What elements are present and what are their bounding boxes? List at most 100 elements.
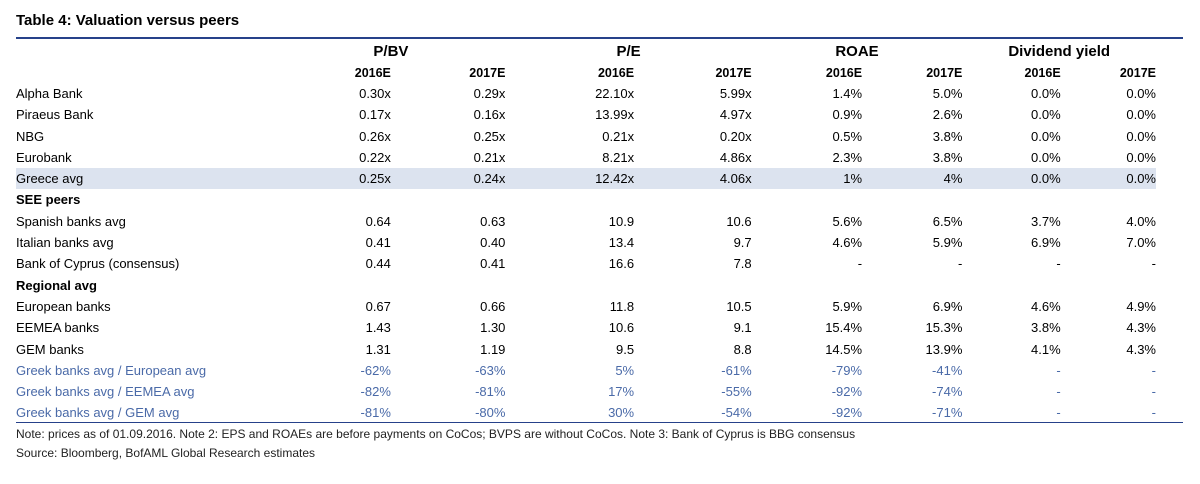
cell-value: 10.6: [726, 213, 752, 229]
cell-value: 13.4: [608, 235, 635, 251]
cell-value: -: [1151, 384, 1156, 400]
header-spacer: [16, 63, 276, 83]
cell-value: -: [1151, 405, 1156, 421]
cell-value: 5.6%: [832, 213, 863, 229]
cell-value: 9.7: [733, 235, 752, 251]
cell-value: 17%: [608, 384, 635, 400]
table-row: Bank of Cyprus (consensus) 0.44 0.41 16.6 7.…: [16, 253, 1156, 274]
table-row: Eurobank 0.22x 0.21x 8.21x 4.86x 2.3% 3.8% 0.0%…: [16, 147, 1156, 168]
cell-value: 5.99x: [719, 86, 752, 101]
cell-value: 0.44: [365, 256, 391, 272]
cell-value: 0.25x: [276, 168, 391, 190]
cell-value: 0.29x: [473, 86, 506, 101]
cell-value: 0.0%: [1060, 168, 1156, 190]
cell-value: 9.5: [616, 341, 635, 357]
cell-value: 0.0%: [1031, 86, 1061, 101]
cell-value: 30%: [608, 405, 635, 421]
cell-value: 0.25x: [473, 128, 506, 144]
cell-value: 0.5%: [832, 128, 863, 144]
title-rule: [16, 37, 1183, 39]
cell-value: -80%: [475, 405, 506, 421]
cell-value: 4.3%: [1126, 341, 1156, 357]
cell-value: 1.31: [365, 341, 391, 357]
cell-value: 4.97x: [719, 107, 752, 123]
valuation-table: P/BV P/E ROAE Dividend yield 2016E 2017E…: [16, 41, 1156, 424]
cell-value: -: [1151, 362, 1156, 378]
cell-value: 4.3%: [1126, 320, 1156, 336]
cell-value: -55%: [721, 384, 752, 400]
row-label: European banks: [16, 298, 111, 314]
cell-value: -81%: [360, 405, 391, 421]
year-header: 2017E: [926, 66, 963, 80]
cell-value: -: [857, 256, 863, 272]
cell-value: 0.40: [480, 235, 506, 251]
cell-value: 9.1: [733, 320, 752, 336]
row-label: EEMEA banks: [16, 320, 100, 336]
row-label: GEM banks: [16, 341, 84, 357]
cell-value: [634, 275, 752, 296]
cell-value: 4.6%: [1031, 298, 1061, 314]
cell-value: 6.9%: [1031, 235, 1061, 251]
cell-value: 8.21x: [602, 149, 635, 165]
cell-value: 0.0%: [1031, 128, 1061, 144]
cell-value: 2.6%: [932, 107, 963, 123]
cell-value: 2.3%: [832, 149, 863, 165]
row-label: SEE peers: [16, 192, 81, 208]
cell-value: -: [1056, 384, 1061, 400]
cell-value: 1%: [751, 168, 863, 190]
row-label: Piraeus Bank: [16, 107, 94, 123]
group-pe: P/E: [616, 43, 641, 60]
cell-value: 8.8: [733, 341, 752, 357]
table-row: EEMEA banks 1.43 1.30 10.6 9.1 15.4% 15.3% 3.8%…: [16, 317, 1156, 338]
cell-value: 7.8: [733, 256, 752, 272]
cell-value: 16.6: [608, 256, 635, 272]
cell-value: [391, 275, 506, 296]
cell-value: 10.9: [608, 213, 635, 229]
row-label: Bank of Cyprus (consensus): [16, 256, 180, 272]
cell-value: [962, 189, 1060, 210]
cell-value: 4.1%: [1031, 341, 1061, 357]
cell-value: 13.99x: [595, 107, 635, 123]
cell-value: [962, 275, 1060, 296]
row-label: Greece avg: [16, 168, 277, 190]
row-label: Italian banks avg: [16, 235, 114, 251]
table-row: NBG 0.26x 0.25x 0.21x 0.20x 0.5% 3.8% 0.0% 0.0%: [16, 126, 1156, 147]
cell-value: [752, 275, 862, 296]
cell-value: 4%: [862, 168, 963, 190]
cell-value: 0.66: [480, 298, 506, 314]
cell-value: -63%: [475, 362, 506, 378]
cell-value: 4.6%: [832, 235, 863, 251]
cell-value: -: [1056, 362, 1061, 378]
table-row: Greece avg 0.25x 0.24x 12.42x 4.06x 1% 4% 0.0% 0…: [16, 168, 1156, 190]
cell-value: 3.7%: [1031, 213, 1061, 229]
table-body: Alpha Bank 0.30x 0.29x 22.10x 5.99x 1.4% 5.0% 0…: [16, 83, 1156, 424]
cell-value: -71%: [932, 405, 963, 421]
cell-value: [862, 189, 962, 210]
cell-value: [1061, 189, 1156, 210]
cell-value: [276, 189, 391, 210]
cell-value: 11.8: [609, 298, 635, 314]
cell-value: 6.5%: [932, 213, 963, 229]
cell-value: 15.3%: [925, 320, 963, 336]
cell-value: 5.9%: [832, 298, 863, 314]
year-header-row: 2016E 2017E 2016E 2017E 2016E 2017E 2016…: [16, 63, 1156, 83]
table-title: Table 4: Valuation versus peers: [16, 12, 240, 29]
cell-value: -92%: [831, 384, 863, 400]
cell-value: 0.67: [365, 298, 391, 314]
row-label: Greek banks avg / GEM avg: [16, 405, 180, 421]
cell-value: 5%: [615, 362, 635, 378]
cell-value: 5.0%: [932, 86, 963, 101]
group-dividend-yield: Dividend yield: [1008, 43, 1111, 60]
cell-value: -: [1151, 256, 1156, 272]
row-label: Regional avg: [16, 277, 97, 293]
cell-value: 0.0%: [1126, 107, 1156, 123]
cell-value: 0.20x: [719, 128, 752, 144]
cell-value: 1.4%: [832, 86, 863, 101]
cell-value: 1.19: [480, 341, 506, 357]
cell-value: 12.42x: [505, 168, 635, 190]
cell-value: 0.0%: [1031, 149, 1061, 165]
cell-value: 0.17x: [359, 107, 391, 123]
footnote-note: Note: prices as of 01.09.2016. Note 2: E…: [16, 427, 856, 441]
cell-value: -: [958, 256, 963, 272]
year-header: 2016E: [1024, 66, 1061, 80]
